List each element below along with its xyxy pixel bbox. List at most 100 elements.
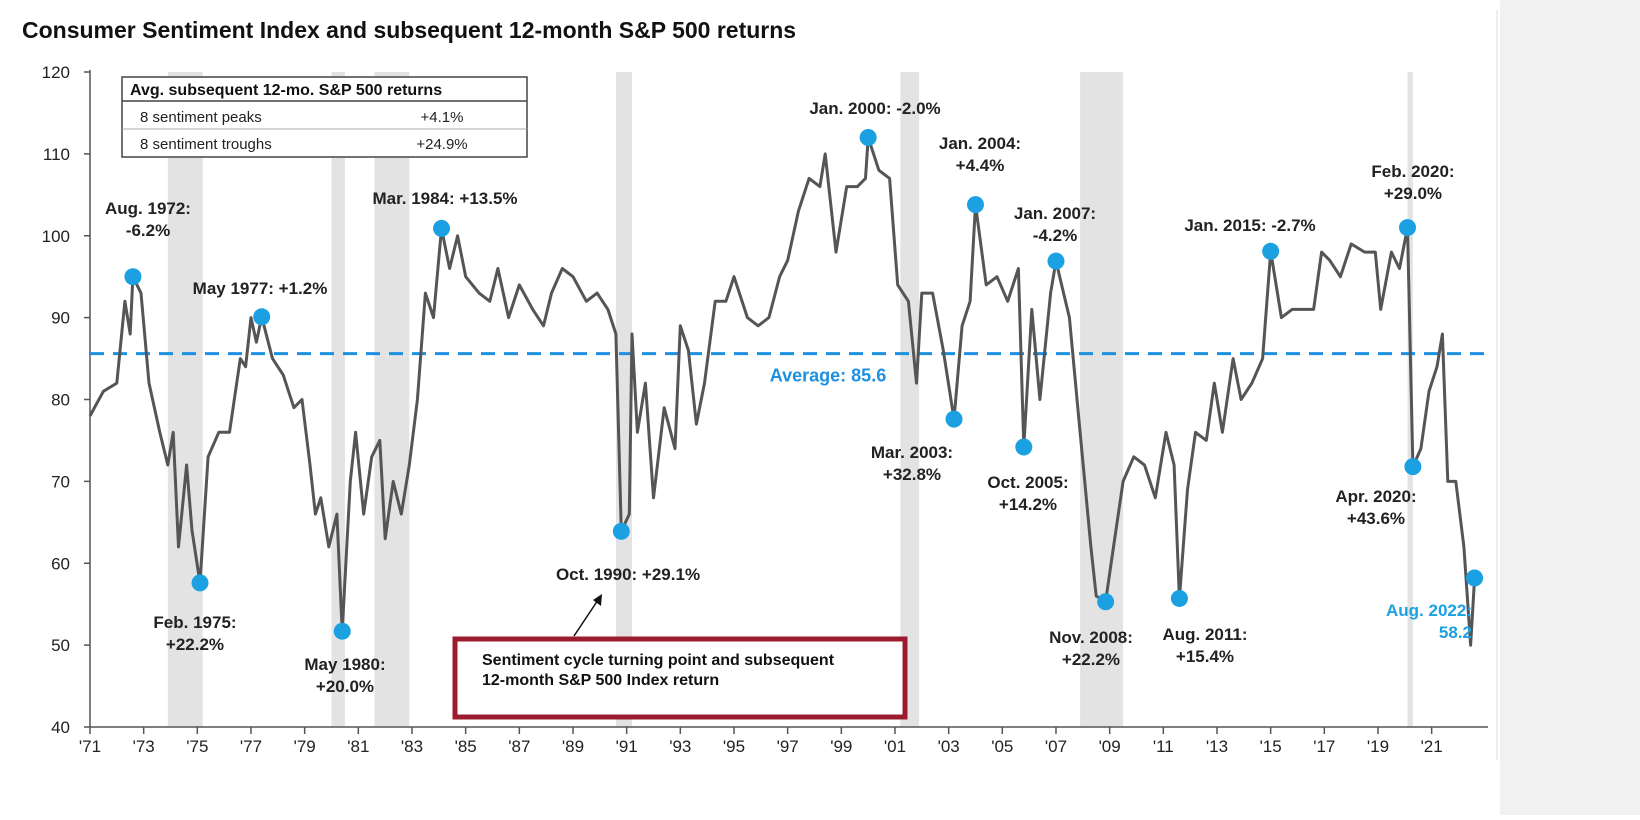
label-line: Aug. 1972:	[105, 199, 191, 218]
legend-box: Sentiment cycle turning point and subseq…	[452, 594, 908, 720]
recession-band	[374, 72, 410, 727]
turning-point-label: Aug. 2011: +15.4%	[1162, 625, 1247, 666]
turning-point-label: Nov. 2008: +22.2%	[1049, 628, 1133, 669]
label-line: +20.0%	[316, 677, 374, 696]
y-tick-label: 120	[42, 63, 70, 82]
recession-layer	[167, 72, 1413, 727]
line-layer	[88, 136, 1488, 647]
table-box	[121, 76, 528, 158]
x-tick-label: '15	[1260, 737, 1282, 756]
label-line: Feb. 2020:	[1371, 162, 1454, 181]
annotation-layer: Average: 85.6 Aug. 1972: -6.2% Feb. 1975: +2…	[105, 99, 1484, 696]
x-tick-label: '17	[1313, 737, 1335, 756]
turning-point-label: Aug. 1972: -6.2%	[105, 199, 191, 240]
turning-point	[1170, 589, 1188, 607]
label-line: May 1977: +1.2%	[193, 279, 328, 298]
legend-text: Sentiment cycle turning point and subseq…	[482, 652, 835, 669]
turning-point	[1262, 242, 1280, 260]
turning-point	[191, 574, 209, 592]
legend-arrow	[573, 599, 599, 637]
side-panel	[1500, 0, 1640, 815]
label-line: Nov. 2008:	[1049, 628, 1133, 647]
label-line: Jan. 2004:	[939, 134, 1021, 153]
x-tick-label: '11	[1153, 737, 1174, 756]
turning-point	[1399, 219, 1417, 237]
label-line: Aug. 2022:	[1386, 601, 1472, 620]
x-tick-label: '03	[938, 737, 960, 756]
x-tick-label: '73	[133, 737, 155, 756]
turning-point	[966, 196, 984, 214]
x-tick-label: '77	[240, 737, 262, 756]
label-line: Oct. 1990: +29.1%	[556, 565, 700, 584]
y-tick-label: 90	[51, 309, 70, 328]
label-line: +4.4%	[956, 156, 1005, 175]
turning-point-label: Apr. 2020: +43.6%	[1335, 487, 1416, 528]
turning-point-label: Oct. 1990: +29.1%	[556, 565, 700, 584]
x-tick-label: '87	[508, 737, 530, 756]
x-tick-label: '99	[830, 737, 852, 756]
x-tick-label: '95	[723, 737, 745, 756]
turning-point-label: Mar. 1984: +13.5%	[372, 189, 517, 208]
x-tick-label: '05	[991, 737, 1013, 756]
average-label: Average: 85.6	[770, 366, 886, 386]
recession-band	[900, 72, 920, 727]
turning-point-label: Feb. 1975: +22.2%	[153, 613, 236, 654]
recession-band	[1080, 72, 1124, 727]
y-tick-label: 110	[43, 145, 70, 164]
label-line: Apr. 2020:	[1335, 487, 1416, 506]
label-line: -6.2%	[126, 221, 170, 240]
x-tick-label: '01	[884, 737, 906, 756]
x-tick-label: '91	[616, 737, 638, 756]
turning-point-label: May 1980: +20.0%	[304, 655, 385, 696]
x-tick-label: '09	[1099, 737, 1121, 756]
legend-frame	[452, 636, 908, 720]
x-tick-label: '97	[777, 737, 799, 756]
turning-point-label: Mar. 2003: +32.8%	[871, 443, 953, 484]
label-line: Jan. 2000: -2.0%	[809, 99, 940, 118]
x-tick-label: '79	[294, 737, 316, 756]
label-line: +22.2%	[166, 635, 224, 654]
label-line: +32.8%	[883, 465, 941, 484]
table-header: Avg. subsequent 12-mo. S&P 500 returns	[130, 82, 442, 99]
label-line: +14.2%	[999, 495, 1057, 514]
recession-band	[331, 72, 345, 727]
label-line: +29.0%	[1384, 184, 1442, 203]
turning-point	[1047, 252, 1065, 270]
x-tick-label: '71	[79, 737, 101, 756]
label-line: Feb. 1975:	[153, 613, 236, 632]
table-cell: +24.9%	[416, 136, 467, 153]
y-tick-label: 80	[51, 391, 70, 410]
label-line: +43.6%	[1347, 509, 1405, 528]
recession-band	[167, 72, 203, 727]
label-line: 58.2	[1439, 623, 1472, 642]
turning-point	[859, 129, 877, 146]
table-cell: 8 sentiment troughs	[140, 136, 272, 153]
table-cell: +4.1%	[421, 109, 464, 126]
x-tick-label: '75	[186, 737, 208, 756]
returns-table: Avg. subsequent 12-mo. S&P 500 returns 8…	[121, 76, 528, 158]
sentiment-line	[88, 136, 1477, 647]
turning-point	[612, 522, 630, 540]
turning-point-label: Jan. 2015: -2.7%	[1184, 216, 1315, 235]
label-line: Mar. 2003:	[871, 443, 953, 462]
legend-arrowhead	[593, 594, 602, 606]
y-tick-label: 50	[51, 636, 70, 655]
label-line: Jan. 2015: -2.7%	[1184, 216, 1315, 235]
turning-point-label: Jan. 2000: -2.0%	[809, 99, 940, 118]
chart-title: Consumer Sentiment Index and subsequent …	[22, 17, 796, 43]
x-tick-label: '21	[1421, 737, 1443, 756]
label-line: +22.2%	[1062, 650, 1120, 669]
y-tick-label: 60	[51, 554, 70, 573]
y-tick-label: 100	[42, 227, 70, 246]
x-tick-label: '83	[401, 737, 423, 756]
axis-layer: 40 50 60 70 80 90 100 110 120 '71 '73 '75 '77 '79 '81 '…	[42, 63, 1488, 756]
turning-point	[1466, 569, 1484, 587]
recession-band	[615, 72, 633, 727]
x-tick-label: '19	[1367, 737, 1389, 756]
y-tick-label: 40	[51, 718, 70, 737]
turning-point	[945, 410, 963, 428]
label-line: Oct. 2005:	[987, 473, 1068, 492]
x-tick-label: '07	[1045, 737, 1067, 756]
